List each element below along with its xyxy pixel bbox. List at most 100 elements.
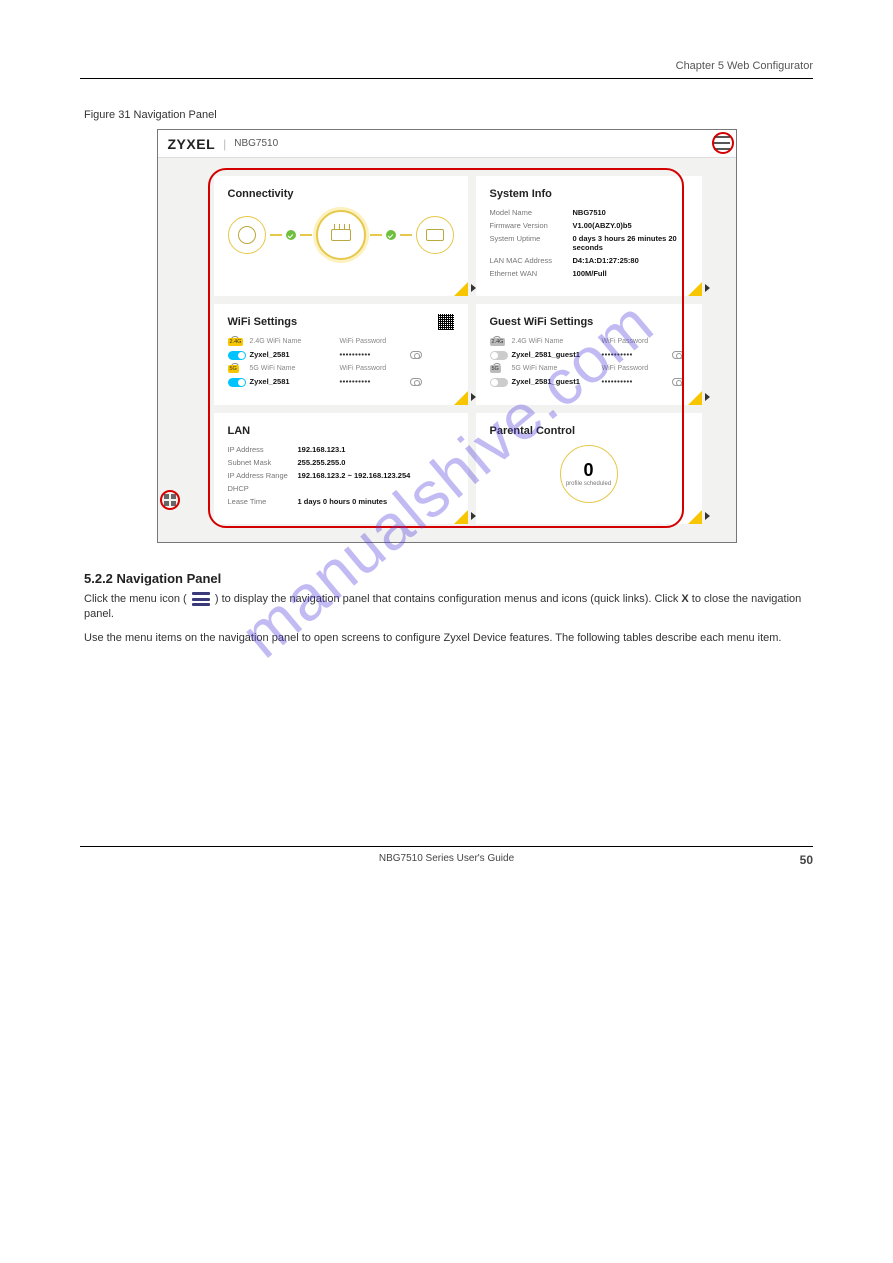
label: Ethernet WAN	[490, 269, 565, 278]
panel-title: Guest WiFi Settings	[490, 316, 688, 328]
parental-subtitle: profile scheduled	[566, 481, 611, 488]
label: Subnet Mask	[228, 458, 298, 467]
globe-icon	[228, 216, 266, 254]
section-title: 5.2.2 Navigation Panel	[84, 571, 809, 586]
panel-title: Connectivity	[228, 188, 454, 200]
menu-icon	[192, 592, 210, 606]
label: IP Address	[228, 445, 298, 454]
paragraph-1: Click the menu icon ( ) to display the n…	[84, 592, 809, 623]
column-header: 2.4G WiFi Name	[512, 338, 602, 345]
check-icon	[286, 230, 296, 240]
value: V1.00(ABZY.0)b5	[573, 221, 688, 230]
panel-expand-icon[interactable]	[688, 510, 702, 524]
panel-guest-wifi: Guest WiFi Settings 2.4G 2.4G WiFi Name …	[476, 304, 702, 405]
dashboard-body: Connectivity System Info	[158, 158, 736, 542]
router-icon	[316, 210, 366, 260]
panel-lan: LAN IP Address 192.168.123.1 Subnet Mask…	[214, 413, 468, 524]
connectivity-diagram	[228, 210, 454, 260]
page-footer: NBG7510 Series User's Guide 50	[80, 846, 813, 864]
text: ) to display the navigation panel that c…	[215, 593, 682, 605]
panel-title: Parental Control	[490, 425, 688, 437]
guest-24g-toggle[interactable]	[490, 351, 508, 360]
value: 192.168.123.1	[298, 445, 454, 454]
model-name: NBG7510	[234, 138, 278, 149]
annotation-circle-side	[160, 490, 180, 510]
link-line	[270, 234, 282, 236]
lan-table: IP Address 192.168.123.1 Subnet Mask 255…	[228, 445, 454, 506]
chapter-header: Chapter 5 Web Configurator	[80, 60, 813, 79]
app-topbar: ZYXEL | NBG7510	[158, 130, 736, 158]
panel-parental-control: Parental Control 0 profile scheduled	[476, 413, 702, 524]
parental-count: 0	[583, 460, 593, 481]
wifi-24g-toggle[interactable]	[228, 351, 246, 360]
column-header: 2.4G WiFi Name	[250, 338, 340, 345]
label: IP Address Range	[228, 471, 298, 480]
value: NBG7510	[573, 208, 688, 217]
wifi-password-value: ••••••••••	[340, 350, 410, 359]
system-info-table: Model Name NBG7510 Firmware Version V1.0…	[490, 208, 688, 278]
wifi-password-value: ••••••••••	[602, 377, 672, 386]
guest-wifi-grid: 2.4G 2.4G WiFi Name WiFi Password Zyxel_…	[490, 336, 688, 387]
link-line	[300, 234, 312, 236]
label: Model Name	[490, 208, 565, 217]
page-number: 50	[800, 853, 813, 867]
panel-expand-icon[interactable]	[454, 510, 468, 524]
wifi-icon: 2.4G	[228, 336, 250, 346]
brand-divider: |	[223, 137, 226, 151]
column-header: WiFi Password	[340, 365, 410, 372]
wifi-icon: 5G	[228, 363, 250, 373]
figure-caption: Figure 31 Navigation Panel	[84, 109, 809, 121]
eye-icon[interactable]	[410, 378, 422, 386]
footer-text: NBG7510 Series User's Guide	[379, 853, 514, 864]
link-line	[370, 234, 382, 236]
panel-connectivity: Connectivity	[214, 176, 468, 296]
column-header: WiFi Password	[602, 365, 672, 372]
wifi-5g-toggle[interactable]	[228, 378, 246, 387]
label: Firmware Version	[490, 221, 565, 230]
wifi-icon: 5G	[490, 363, 512, 373]
label: LAN MAC Address	[490, 256, 565, 265]
value: 0 days 3 hours 26 minutes 20 seconds	[573, 234, 688, 252]
wifi-grid: 2.4G 2.4G WiFi Name WiFi Password Zyxel_…	[228, 336, 454, 387]
label: System Uptime	[490, 234, 565, 252]
text: Click the menu icon (	[84, 593, 187, 605]
dhcp-toggle-cell	[298, 484, 454, 493]
value: 100M/Full	[573, 269, 688, 278]
eye-icon[interactable]	[410, 351, 422, 359]
value: 255.255.255.0	[298, 458, 454, 467]
guest-5g-toggle[interactable]	[490, 378, 508, 387]
paragraph-2: Use the menu items on the navigation pan…	[84, 631, 809, 646]
value: D4:1A:D1:27:25:80	[573, 256, 688, 265]
wifi-icon: 2.4G	[490, 336, 512, 346]
annotation-circle-top	[712, 132, 734, 154]
panel-title: WiFi Settings	[228, 316, 454, 328]
wifi-name-value: Zyxel_2581_guest1	[512, 350, 602, 359]
column-header: 5G WiFi Name	[250, 365, 340, 372]
wifi-password-value: ••••••••••	[340, 377, 410, 386]
value: 1 days 0 hours 0 minutes	[298, 497, 454, 506]
eye-icon[interactable]	[672, 351, 684, 359]
wifi-password-value: ••••••••••	[602, 350, 672, 359]
check-icon	[386, 230, 396, 240]
label: Lease Time	[228, 497, 298, 506]
panel-title: System Info	[490, 188, 688, 200]
wifi-name-value: Zyxel_2581_guest1	[512, 377, 602, 386]
panel-system-info: System Info Model Name NBG7510 Firmware …	[476, 176, 702, 296]
column-header: WiFi Password	[340, 338, 410, 345]
panel-expand-icon[interactable]	[688, 282, 702, 296]
panel-expand-icon[interactable]	[688, 391, 702, 405]
text: X	[681, 593, 688, 605]
eye-icon[interactable]	[672, 378, 684, 386]
screenshot-frame: ZYXEL | NBG7510 Connectivity	[157, 129, 737, 543]
column-header: WiFi Password	[602, 338, 672, 345]
panel-expand-icon[interactable]	[454, 282, 468, 296]
panel-title: LAN	[228, 425, 454, 437]
panel-wifi-settings: WiFi Settings 2.4G 2.4G WiFi Name WiFi P…	[214, 304, 468, 405]
brand-logo: ZYXEL	[168, 136, 216, 152]
qr-code-icon[interactable]	[438, 314, 454, 330]
parental-count-circle: 0 profile scheduled	[560, 445, 618, 503]
link-line	[400, 234, 412, 236]
wifi-name-value: Zyxel_2581	[250, 377, 340, 386]
panel-expand-icon[interactable]	[454, 391, 468, 405]
label: DHCP	[228, 484, 298, 493]
